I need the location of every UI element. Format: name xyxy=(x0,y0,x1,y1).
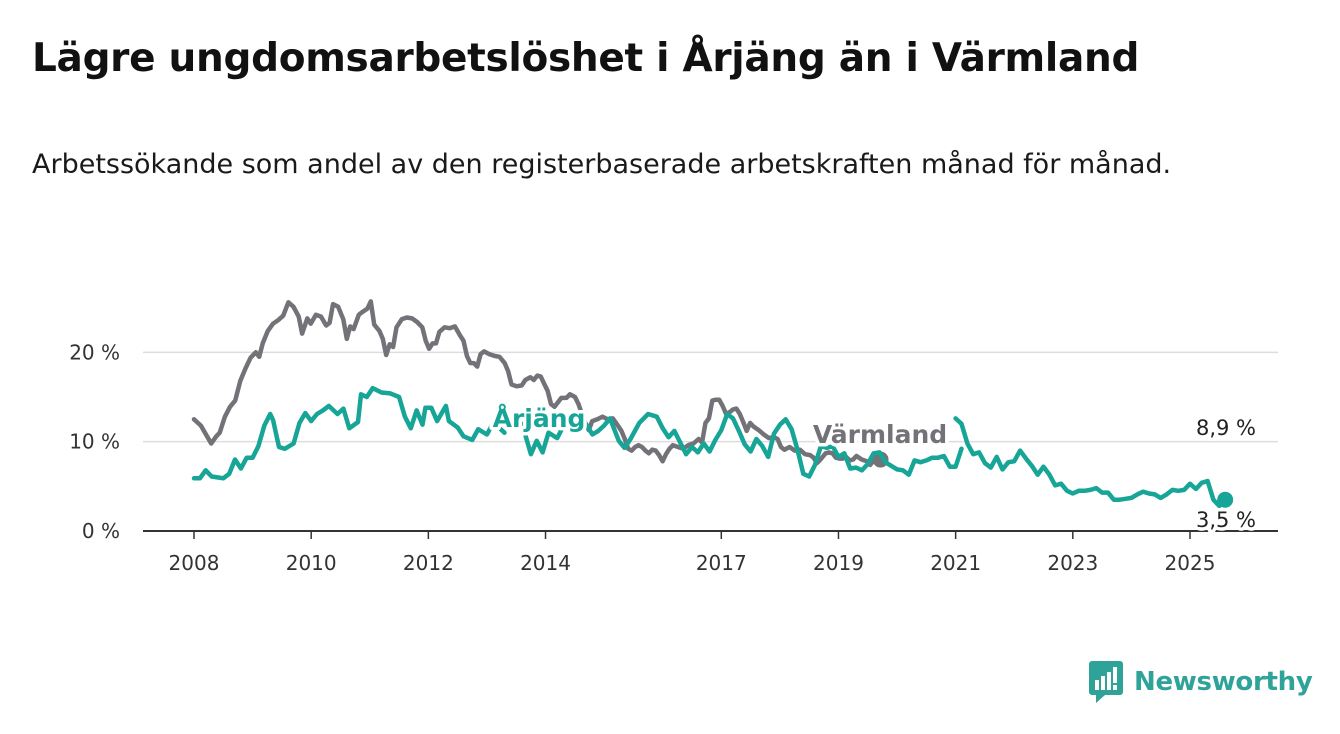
series-line-arjang xyxy=(953,416,1222,509)
x-tick-label: 2021 xyxy=(930,551,981,575)
chart-title: Lägre ungdomsarbetslöshet i Årjäng än i … xyxy=(32,36,1140,81)
newsworthy-logo-icon xyxy=(1089,661,1123,703)
series-end-point-arjang xyxy=(1217,491,1234,508)
x-tick-label: 2017 xyxy=(696,551,747,575)
x-tick-label: 2008 xyxy=(169,551,220,575)
series-line-arjang xyxy=(519,411,964,479)
x-tick-label: 2010 xyxy=(286,551,337,575)
y-tick-label: 20 % xyxy=(69,340,120,364)
x-axis-ticks: 2008 2010 2012 2014 2017 2019 2021 2023 2025 xyxy=(169,531,1216,575)
y-tick-label: 10 % xyxy=(69,430,120,454)
end-value-label-arjang: 3,5 % xyxy=(1196,508,1256,532)
x-tick-label: 2019 xyxy=(813,551,864,575)
x-tick-label: 2014 xyxy=(520,551,571,575)
y-axis-ticks: 0 % 10 % 20 % xyxy=(69,340,120,543)
series-label-arjang: Årjäng xyxy=(493,404,586,433)
x-tick-label: 2025 xyxy=(1165,551,1216,575)
x-tick-label: 2023 xyxy=(1047,551,1098,575)
series-labels: Årjäng Värmland 8,9 % 3,5 % xyxy=(489,401,1259,536)
x-tick-label: 2012 xyxy=(403,551,454,575)
series-line-arjang xyxy=(191,385,507,481)
brand-name: Newsworthy xyxy=(1134,667,1313,697)
y-tick-label: 0 % xyxy=(82,519,120,543)
series-label-varmland: Värmland xyxy=(813,420,947,449)
series-lines xyxy=(191,299,1234,509)
newsworthy-logo: Newsworthy xyxy=(1088,660,1313,704)
end-value-label-varmland: 8,9 % xyxy=(1196,416,1256,440)
chart-subtitle: Arbetssökande som andel av den registerb… xyxy=(32,149,1172,180)
gridlines xyxy=(143,351,1278,532)
